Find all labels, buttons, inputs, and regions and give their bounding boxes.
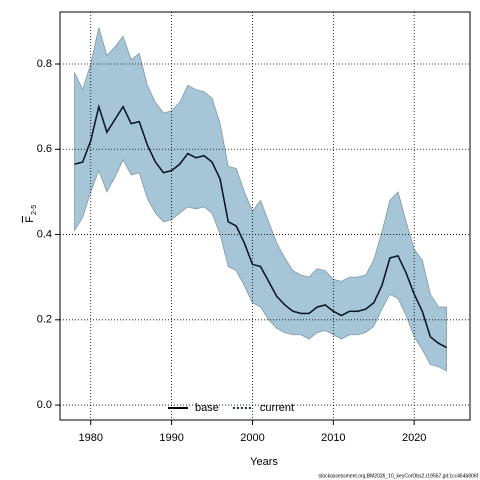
y-tick-label: 0.6 bbox=[37, 143, 52, 155]
y-tick-label: 0.0 bbox=[37, 399, 52, 411]
legend-label: current bbox=[260, 402, 294, 414]
x-tick-label: 2020 bbox=[402, 432, 426, 444]
y-tick-label: 0.8 bbox=[37, 58, 52, 70]
x-tick-label: 2000 bbox=[240, 432, 264, 444]
y-axis-label-group: F 2-5 bbox=[24, 205, 38, 223]
x-tick-label: 1990 bbox=[159, 432, 183, 444]
footer: stockassessment.org,BM2026_10_keyCorObs2… bbox=[318, 473, 478, 479]
confidence-band bbox=[74, 27, 447, 372]
plot-frame bbox=[59, 11, 471, 421]
x-tick-label: 2010 bbox=[321, 432, 345, 444]
y-tick-label: 0.2 bbox=[37, 314, 52, 326]
legend-label: base bbox=[195, 402, 219, 414]
y-axis-label-subscript: 2-5 bbox=[31, 205, 38, 215]
x-axis-label: Years bbox=[250, 456, 278, 468]
series-line bbox=[74, 103, 447, 349]
x-tick-label: 1980 bbox=[78, 432, 102, 444]
y-axis-label: F bbox=[24, 216, 36, 223]
y-tick-label: 0.4 bbox=[37, 228, 52, 240]
